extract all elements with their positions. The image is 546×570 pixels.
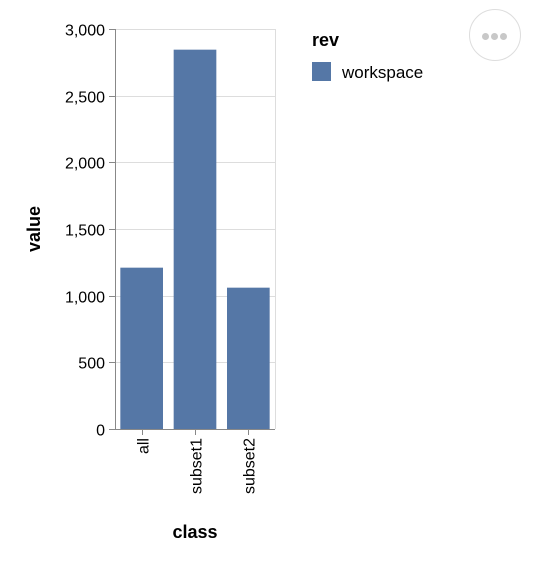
y-axis: 0 500 1,000 1,500 2,000 2,500 3,000 [65, 23, 116, 440]
y-tick-label: 0 [96, 423, 105, 440]
bar-subset1 [173, 49, 217, 430]
y-tick-label: 1,000 [65, 290, 105, 307]
legend-label-workspace: workspace [341, 63, 423, 82]
chart-actions-menu-button[interactable] [469, 9, 521, 61]
ellipsis-dot [482, 33, 489, 40]
legend-title: rev [312, 30, 339, 50]
bar-all [120, 267, 163, 429]
x-axis: all subset1 subset2 [115, 429, 275, 494]
ellipsis-dot [500, 33, 507, 40]
y-tick-label: 3,000 [65, 23, 105, 40]
legend-swatch-workspace [312, 62, 331, 81]
x-tick-label: all [136, 438, 153, 454]
y-tick-label: 1,500 [65, 223, 105, 240]
bar-subset2 [227, 287, 270, 429]
x-axis-title: class [172, 522, 217, 542]
ellipsis-dot [491, 33, 498, 40]
y-tick-label: 2,000 [65, 156, 105, 173]
x-tick-label: subset1 [189, 438, 206, 494]
x-tick-label: subset2 [242, 438, 259, 494]
y-axis-title: value [24, 206, 44, 252]
y-tick-label: 2,500 [65, 90, 105, 107]
bars [120, 49, 270, 430]
y-tick-label: 500 [78, 356, 105, 373]
legend: rev workspace [312, 30, 423, 82]
